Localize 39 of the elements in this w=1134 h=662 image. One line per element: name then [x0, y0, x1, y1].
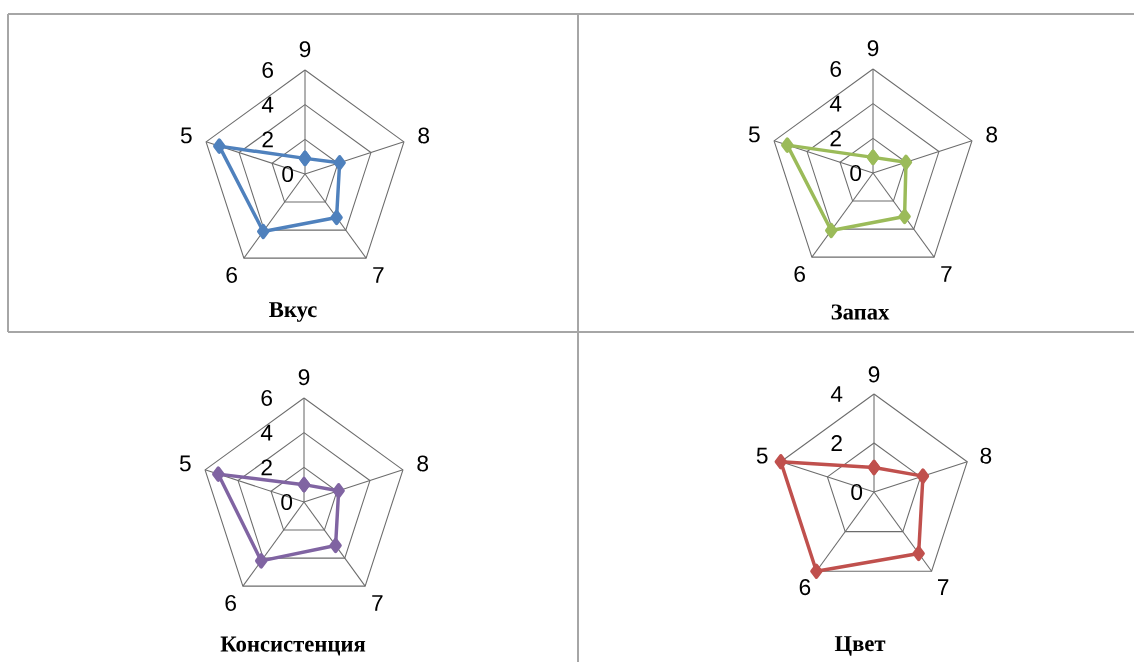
spoke-label: 9 — [867, 40, 879, 57]
spoke-label: 6 — [799, 579, 811, 596]
y-tick-label: 6 — [830, 60, 841, 78]
spoke-label: 7 — [941, 266, 952, 282]
y-tick-label: 2 — [831, 435, 842, 451]
y-tick-label: 6 — [262, 61, 273, 79]
y-tick-label: 4 — [260, 424, 273, 441]
y-tick-label: 2 — [830, 130, 841, 147]
spoke-label: 7 — [373, 267, 384, 283]
y-tick-label: 0 — [851, 483, 863, 501]
spoke-label: 6 — [225, 594, 236, 611]
spoke-label: 7 — [938, 579, 949, 595]
text: Цвет — [834, 636, 886, 656]
y-tick-label: 2 — [261, 459, 272, 476]
text: Запах — [831, 304, 890, 320]
spoke-label: 6 — [794, 265, 805, 282]
spoke-label: 5 — [179, 455, 191, 472]
y-tick-label: 6 — [261, 389, 272, 407]
y-tick-label: 4 — [829, 95, 842, 112]
spoke-label: 8 — [980, 447, 992, 464]
y-tick-label: 0 — [281, 493, 293, 511]
spoke-label: 6 — [226, 266, 237, 283]
spoke-label: 5 — [748, 126, 760, 143]
y-tick-label: 0 — [282, 165, 294, 183]
spoke-label: 7 — [372, 595, 383, 611]
text: Вкус — [269, 302, 317, 322]
spoke-label: 8 — [986, 126, 998, 143]
y-tick-label: 0 — [850, 164, 862, 182]
spoke-label: 9 — [868, 366, 880, 383]
spoke-label: 5 — [180, 127, 192, 144]
text: Консистенция — [220, 636, 366, 656]
spoke-label: 8 — [417, 455, 429, 472]
spoke-label: 8 — [418, 127, 430, 144]
y-tick-label: 4 — [261, 96, 274, 113]
spoke-label: 9 — [298, 369, 310, 386]
spoke-label: 9 — [299, 41, 311, 58]
spoke-label: 5 — [756, 447, 768, 464]
y-tick-label: 2 — [262, 131, 273, 148]
y-tick-label: 4 — [830, 386, 843, 402]
